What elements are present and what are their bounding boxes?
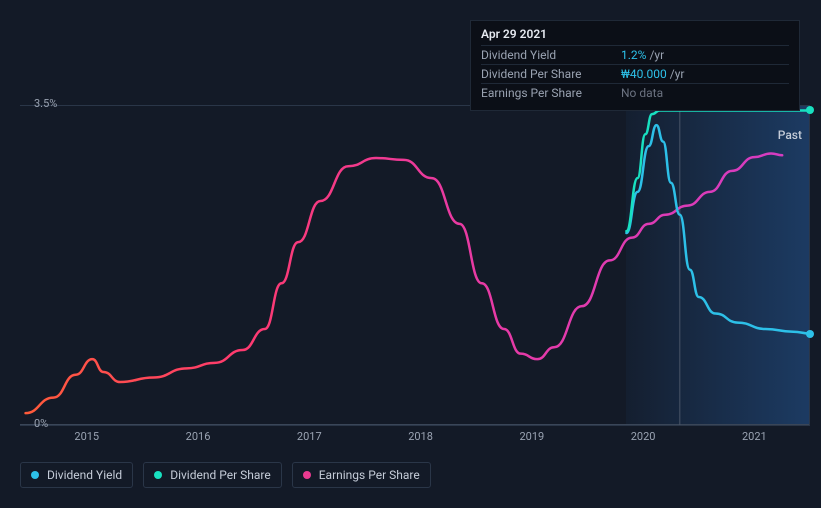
tooltip-row: Dividend Per Share ₩40.000 /yr [481,64,789,83]
legend-item-earnings-per-share[interactable]: Earnings Per Share [292,462,431,488]
series-earnings_per_share [26,153,783,413]
legend-dot [303,471,311,479]
x-axis-tick-label: 2021 [742,430,767,443]
series-end-dot [806,106,814,114]
legend-dot [31,471,39,479]
tooltip-row: Dividend Yield 1.2% /yr [481,45,789,64]
x-axis-tick-label: 2015 [74,430,99,443]
tooltip-row: Earnings Per Share No data [481,83,789,102]
chart-plot-area[interactable]: Past 0%3.5% [20,105,810,425]
tooltip-label: Dividend Yield [481,48,621,62]
legend-label: Earnings Per Share [319,468,420,482]
chart-legend: Dividend Yield Dividend Per Share Earnin… [20,462,431,488]
legend-dot [154,471,162,479]
x-axis-tick-label: 2018 [408,430,433,443]
tooltip-unit: /yr [649,48,664,62]
past-label: Past [778,128,802,142]
x-axis-tick-label: 2019 [519,430,544,443]
tooltip-label: Dividend Per Share [481,67,621,81]
x-axis-tick-label: 2017 [297,430,322,443]
chart-svg [20,105,810,425]
legend-label: Dividend Per Share [170,468,271,482]
chart-x-axis: 2015 2016 2017 2018 2019 2020 2021 [20,430,810,450]
legend-item-dividend-yield[interactable]: Dividend Yield [20,462,133,488]
legend-item-dividend-per-share[interactable]: Dividend Per Share [143,462,282,488]
series-end-dot [806,330,814,338]
tooltip-value: ₩40.000 [621,67,667,81]
chart-tooltip: Apr 29 2021 Dividend Yield 1.2% /yr Divi… [470,20,800,111]
tooltip-unit: /yr [670,67,685,81]
tooltip-label: Earnings Per Share [481,86,621,100]
legend-label: Dividend Yield [47,468,122,482]
x-axis-tick-label: 2016 [186,430,211,443]
x-axis-tick-label: 2020 [631,430,656,443]
tooltip-date: Apr 29 2021 [481,27,789,41]
tooltip-value: 1.2% [621,48,646,62]
tooltip-value: No data [621,86,663,100]
